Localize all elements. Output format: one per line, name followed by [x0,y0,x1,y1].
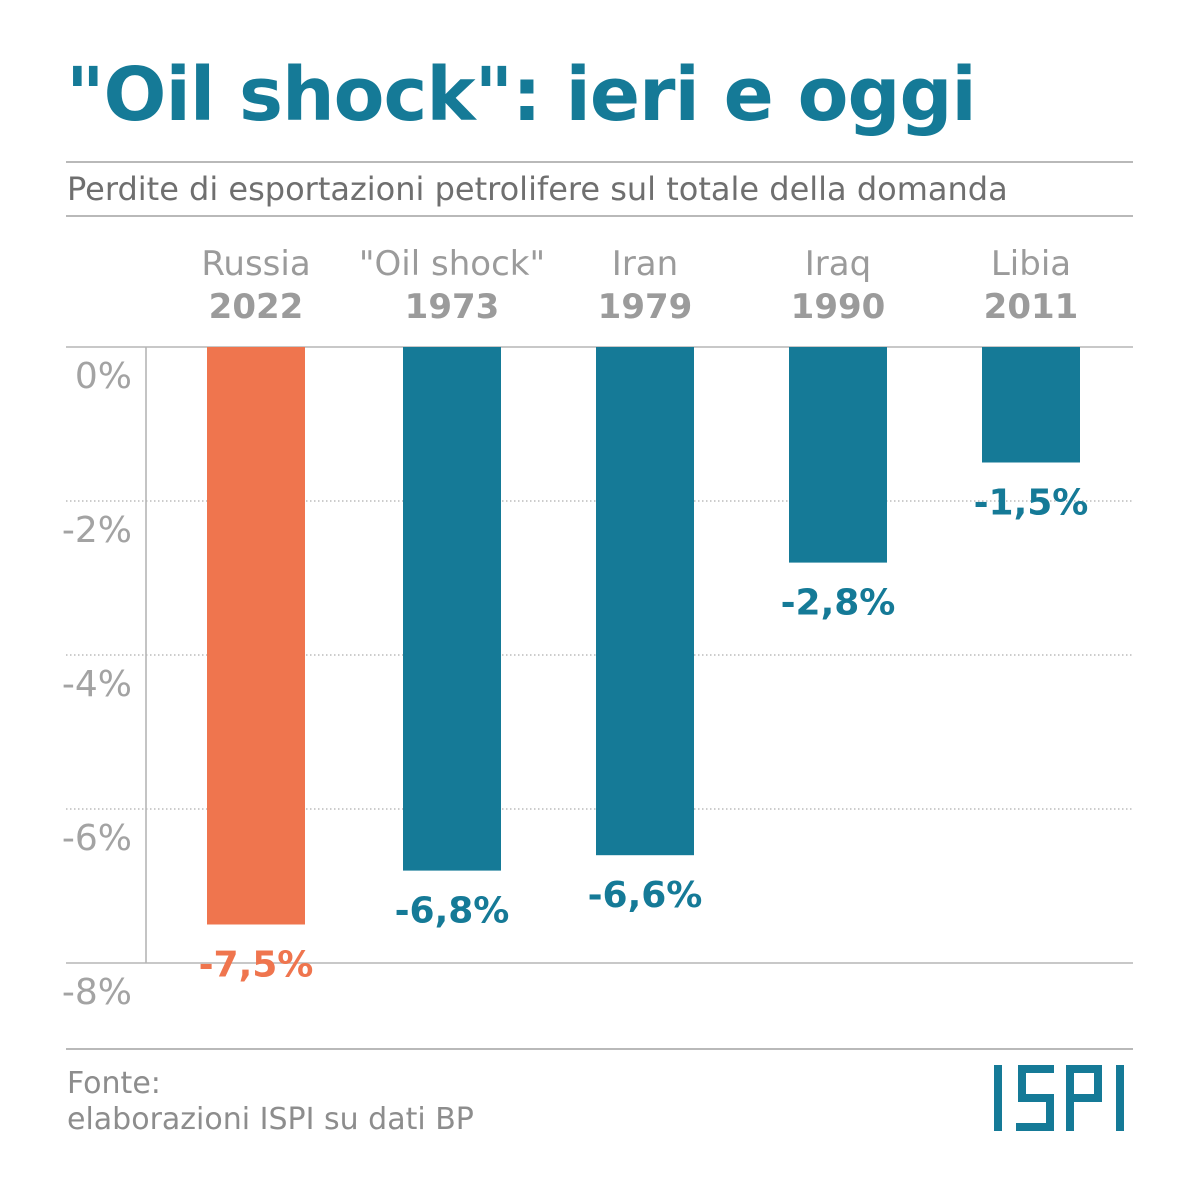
chart-title: "Oil shock": ieri e oggi [66,52,977,138]
source-text: elaborazioni ISPI su dati BP [67,1102,474,1137]
bar [207,347,305,925]
title-divider [66,161,1133,163]
y-tick-label: -8% [62,972,132,1013]
data-label: -7,5% [199,945,314,986]
y-tick-label: -6% [62,818,132,859]
chart-subtitle: Perdite di esportazioni petrolifere sul … [67,170,1008,208]
footer-divider [66,1048,1133,1050]
category-year: 1979 [598,287,693,327]
category-label: Russia [201,244,310,284]
source-label: Fonte: [67,1066,161,1101]
bar [596,347,694,856]
data-label: -2,8% [781,583,896,624]
category-year: 1990 [791,287,886,327]
data-label: -1,5% [974,483,1089,524]
category-year: 2022 [209,287,304,327]
ispi-logo [994,1065,1124,1131]
category-label: Iraq [805,244,871,284]
category-year: 2011 [984,287,1079,327]
category-year: 1973 [405,287,500,327]
bar [789,347,887,563]
data-label: -6,6% [588,875,703,916]
bar [982,347,1080,463]
y-tick-label: -2% [62,510,132,551]
category-label: "Oil shock" [359,244,545,284]
subtitle-divider [66,215,1133,217]
y-tick-label: -4% [62,664,132,705]
y-tick-label: 0% [75,356,132,397]
data-label: -6,8% [395,891,510,932]
bar [403,347,501,871]
category-label: Iran [612,244,678,284]
category-label: Libia [991,244,1071,284]
